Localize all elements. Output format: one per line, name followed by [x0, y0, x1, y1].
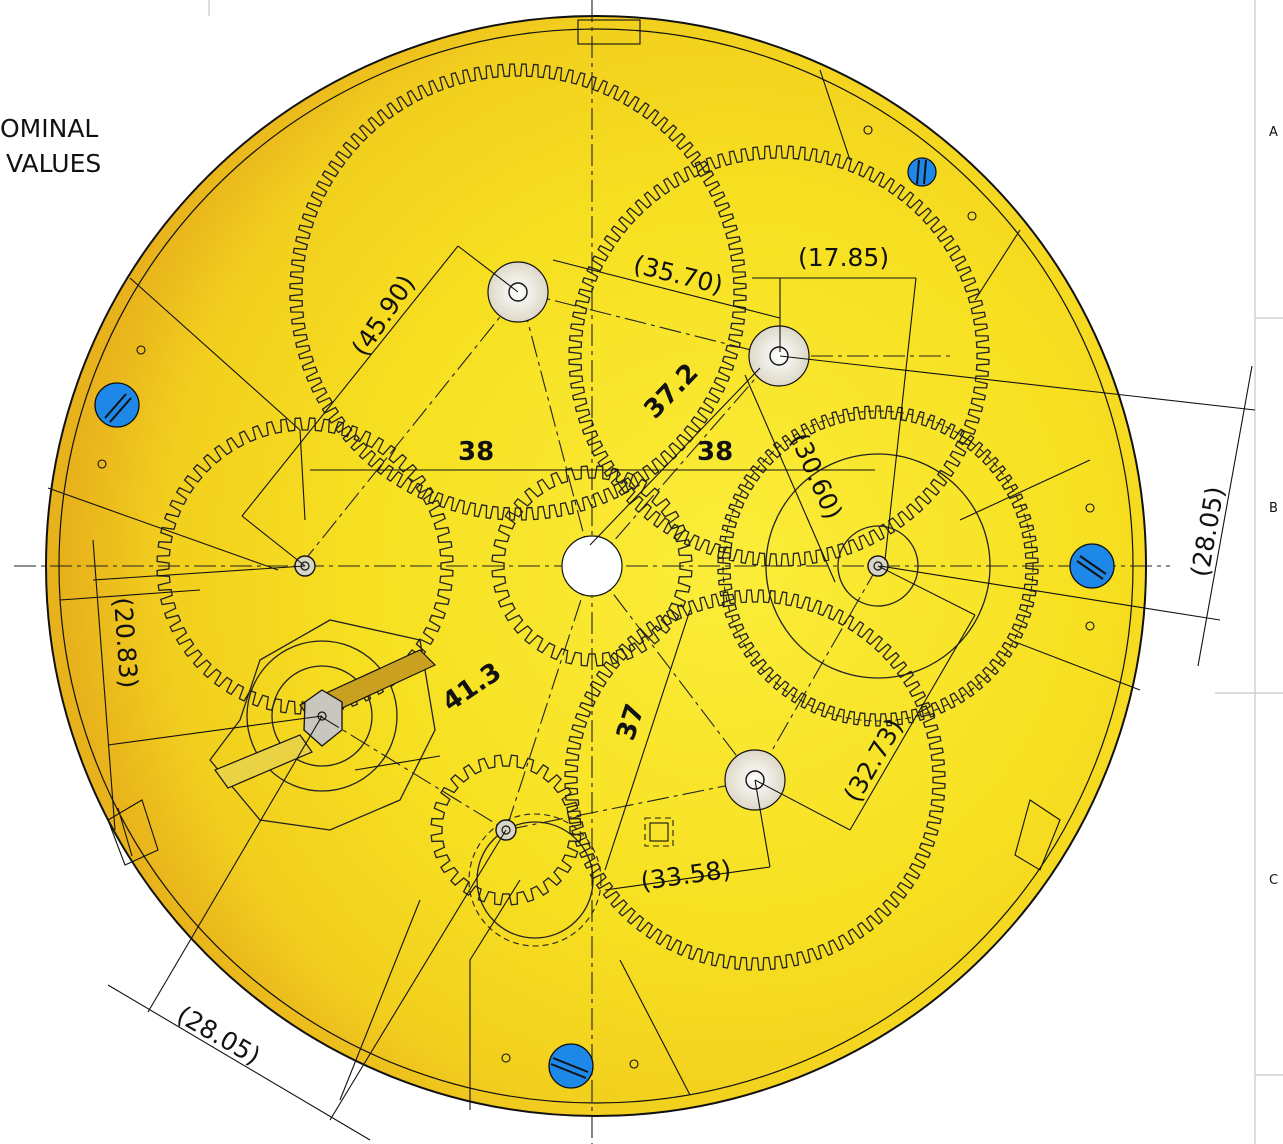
sheet-frame: A B C	[208, 0, 1283, 1144]
dimension-label: (28.05)	[172, 1000, 265, 1071]
fourth-wheel-gear	[568, 145, 990, 567]
nominal-values-note: OMINAL VALUES	[0, 114, 101, 178]
dimension-label: 38	[697, 437, 733, 467]
holes	[97, 125, 1095, 1069]
pallet-lever	[214, 734, 313, 789]
screw-icon	[94, 382, 140, 428]
screw-icon	[907, 157, 937, 187]
zone-label-c: C	[1269, 873, 1278, 888]
dimension-label: (20.83)	[108, 596, 143, 689]
note-line-2: VALUES	[6, 149, 101, 178]
third-wheel-gear	[289, 63, 747, 521]
fifth-wheel-gear	[564, 589, 946, 971]
seconds-pinion-gear	[430, 754, 582, 906]
dimension-label: (28.05)	[1185, 484, 1229, 579]
center-lines	[14, 0, 1170, 1144]
dimension-label: (17.85)	[798, 243, 889, 272]
zone-label-b: B	[1269, 501, 1278, 516]
screw-icon	[1069, 543, 1115, 589]
bridge-outlines	[47, 19, 1141, 1110]
note-line-1: OMINAL	[0, 114, 98, 143]
zone-label-a: A	[1269, 125, 1278, 140]
dimension-lines	[92, 245, 1256, 1141]
screw-icon	[548, 1043, 594, 1089]
barrel-gear	[717, 405, 1039, 727]
screws	[94, 157, 1115, 1089]
dimension-label: 38	[458, 437, 494, 467]
